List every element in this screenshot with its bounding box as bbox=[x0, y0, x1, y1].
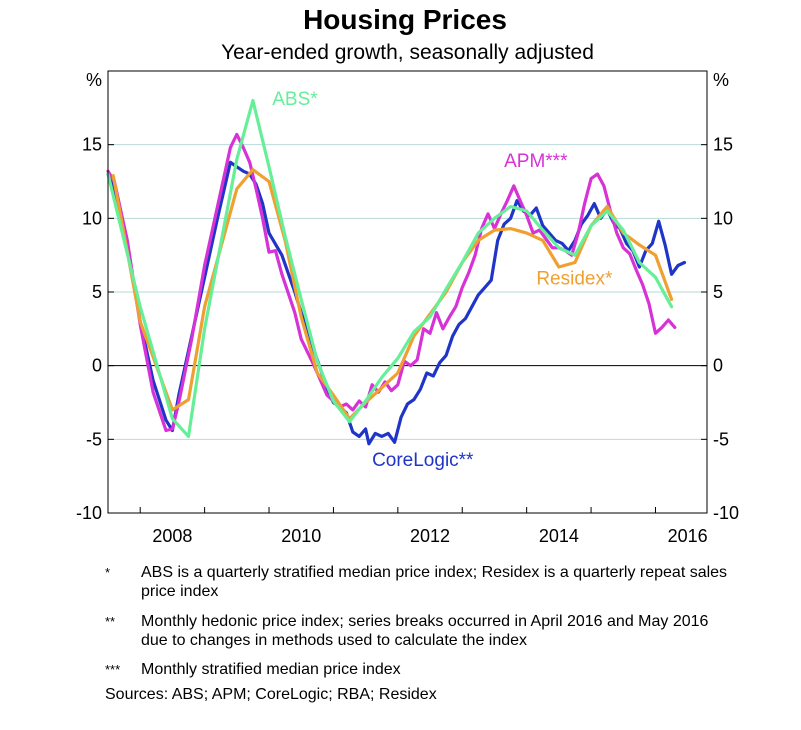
footnote-1-text: ABS is a quarterly stratified median pri… bbox=[141, 564, 728, 600]
y-axis-unit-left: % bbox=[86, 70, 102, 90]
y-tick-label-left: 0 bbox=[92, 356, 102, 376]
y-tick-label-right: 0 bbox=[713, 356, 723, 376]
x-tick-label: 2008 bbox=[152, 526, 192, 546]
footnote-3: *** Monthly stratified median price inde… bbox=[105, 660, 745, 680]
x-tick-label: 2012 bbox=[410, 526, 450, 546]
chart-title: Housing Prices bbox=[303, 4, 507, 35]
y-tick-label-right: -10 bbox=[713, 503, 739, 523]
y-axis-unit-right: % bbox=[713, 70, 729, 90]
footnote-3-mark: *** bbox=[105, 662, 121, 677]
chart-subtitle: Year-ended growth, seasonally adjusted bbox=[221, 41, 594, 64]
x-tick-label: 2014 bbox=[539, 526, 579, 546]
series-line-abs bbox=[106, 98, 674, 438]
series-label-abs: ABS* bbox=[272, 89, 318, 110]
sources-note: Sources: ABS; APM; CoreLogic; RBA; Resid… bbox=[105, 686, 437, 703]
footnote-2-mark: ** bbox=[105, 614, 116, 629]
footnote-2-text: Monthly hedonic price index; series brea… bbox=[141, 613, 709, 649]
y-tick-label-right: -5 bbox=[713, 429, 729, 449]
footnote-3-text: Monthly stratified median price index bbox=[141, 661, 401, 678]
y-tick-label-left: -5 bbox=[86, 429, 102, 449]
footnote-2: ** Monthly hedonic price index; series b… bbox=[105, 612, 745, 652]
footnote-1: * ABS is a quarterly stratified median p… bbox=[105, 563, 745, 603]
x-tick-label: 2016 bbox=[668, 526, 708, 546]
series-label-apm: APM*** bbox=[504, 151, 568, 172]
y-tick-label-right: 5 bbox=[713, 282, 723, 302]
x-tick-label: 2010 bbox=[281, 526, 321, 546]
y-tick-label-left: 10 bbox=[82, 208, 102, 228]
y-tick-label-right: 15 bbox=[713, 135, 733, 155]
y-tick-label-left: 15 bbox=[82, 135, 102, 155]
series-label-residex: Residex* bbox=[536, 269, 613, 290]
series-label-corelogic: CoreLogic** bbox=[372, 450, 474, 471]
y-tick-label-right: 10 bbox=[713, 208, 733, 228]
y-tick-label-left: 5 bbox=[92, 282, 102, 302]
y-tick-label-left: -10 bbox=[76, 503, 102, 523]
footnote-1-mark: * bbox=[105, 565, 111, 580]
